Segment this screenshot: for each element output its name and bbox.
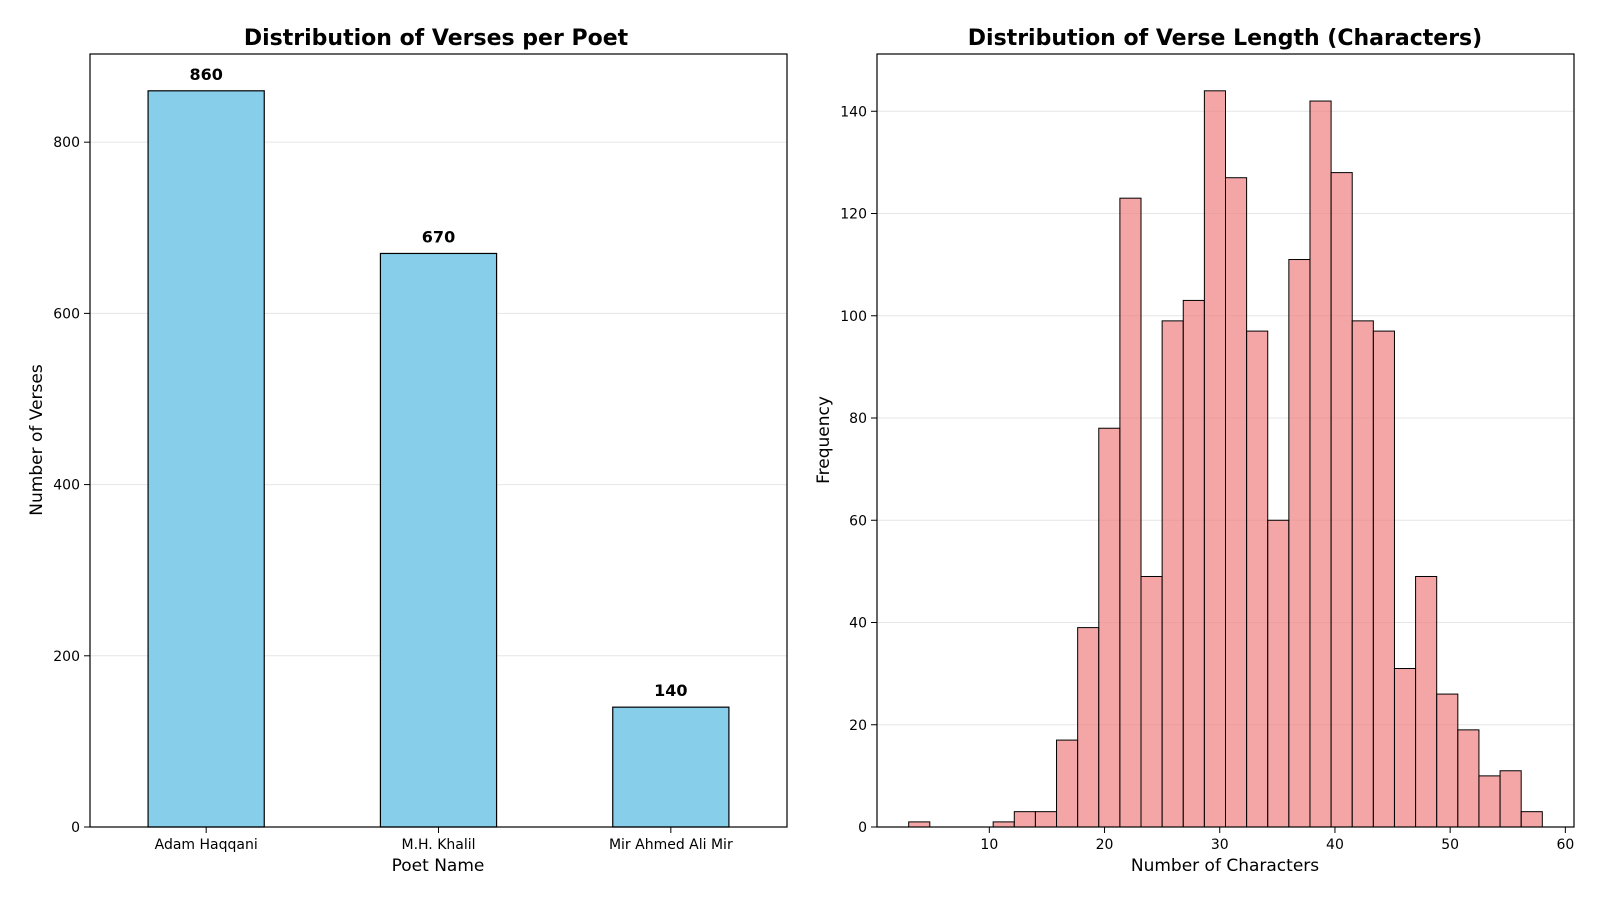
histogram-bin bbox=[1034, 811, 1058, 828]
histogram-bin bbox=[1182, 299, 1205, 828]
right-x-tick-label: 40 bbox=[1326, 837, 1344, 853]
right-x-axis-label: Number of Characters bbox=[1131, 856, 1319, 876]
right-chart-title: Distribution of Verse Length (Characters… bbox=[968, 26, 1482, 51]
poet-bar bbox=[147, 90, 265, 828]
histogram-bin bbox=[1140, 575, 1163, 828]
histogram-bin bbox=[1330, 172, 1353, 828]
histogram-bin bbox=[1056, 739, 1079, 828]
histogram-bin bbox=[1288, 259, 1311, 828]
left-bars: 860 670 140 bbox=[147, 65, 730, 828]
right-y-tick-label: 0 bbox=[858, 820, 867, 836]
right-y-axis-label: Frequency bbox=[814, 396, 834, 484]
histogram-bin bbox=[1351, 320, 1374, 828]
histogram-bin bbox=[1478, 775, 1501, 828]
right-x-tick-label: 60 bbox=[1556, 837, 1574, 853]
left-y-tick-label: 0 bbox=[71, 820, 80, 836]
histogram-bin bbox=[1098, 427, 1121, 828]
histogram-bin bbox=[1013, 811, 1036, 828]
poet-bar-value-label: 670 bbox=[422, 227, 455, 246]
right-x-tick-label: 30 bbox=[1211, 837, 1229, 853]
right-x-tick-label: 10 bbox=[980, 837, 998, 853]
histogram-bin bbox=[1393, 668, 1417, 828]
left-y-tick-label: 400 bbox=[53, 478, 80, 494]
right-y-tick-label: 40 bbox=[849, 616, 867, 632]
poet-bar-value-label: 140 bbox=[654, 681, 687, 700]
right-bars bbox=[908, 90, 1543, 828]
histogram-bin bbox=[1203, 90, 1226, 828]
left-chart-title: Distribution of Verses per Poet bbox=[244, 26, 629, 51]
left-y-tick-label: 200 bbox=[53, 649, 80, 665]
left-x-axis-label: Poet Name bbox=[392, 856, 485, 876]
right-y-tick-label: 100 bbox=[840, 309, 867, 325]
histogram-bin bbox=[1415, 575, 1438, 828]
right-x-tick-label: 20 bbox=[1096, 837, 1114, 853]
histogram-bin bbox=[992, 821, 1015, 828]
right-y-tick-label: 80 bbox=[849, 411, 867, 427]
left-ticks: 0 200 400 600 800 Adam Haqqani M.H. Khalil Mir … bbox=[53, 135, 733, 853]
right-x-tick-label: 50 bbox=[1441, 837, 1459, 853]
histogram-bin bbox=[1520, 811, 1543, 828]
left-x-tick-label: Adam Haqqani bbox=[155, 837, 258, 853]
left-y-tick-label: 800 bbox=[53, 135, 80, 151]
histogram-bin bbox=[1436, 693, 1459, 828]
histogram-bin bbox=[1077, 627, 1100, 828]
right-ticks: 0 20 40 60 80 100 120 140 10 20 30 40 50 60 bbox=[840, 104, 1574, 853]
histogram-bin bbox=[1224, 177, 1248, 828]
right-y-tick-label: 60 bbox=[849, 513, 867, 529]
histogram-bin bbox=[1457, 729, 1480, 828]
right-y-tick-label: 20 bbox=[849, 718, 867, 734]
left-x-tick-label: Mir Ahmed Ali Mir bbox=[609, 837, 733, 853]
left-x-tick-label: M.H. Khalil bbox=[401, 837, 475, 853]
histogram-bin bbox=[908, 821, 931, 828]
right-plot-frame bbox=[876, 53, 1575, 828]
histogram-bin bbox=[1119, 197, 1142, 828]
histogram-bin bbox=[1309, 100, 1332, 828]
right-y-tick-label: 140 bbox=[840, 104, 867, 120]
left-y-tick-label: 600 bbox=[53, 306, 80, 322]
histogram-bin bbox=[1161, 320, 1184, 828]
poet-bar-value-label: 860 bbox=[189, 65, 222, 84]
histogram-bin bbox=[1372, 330, 1395, 828]
left-plot-frame bbox=[89, 53, 788, 828]
histogram-bin bbox=[1246, 330, 1269, 828]
histogram-bin bbox=[1499, 770, 1522, 828]
left-y-axis-label: Number of Verses bbox=[27, 364, 47, 516]
histogram-bin bbox=[1267, 519, 1290, 828]
verses-per-poet-chart: Distribution of Verses per Poet 860 670 14… bbox=[27, 26, 788, 876]
poet-bar bbox=[612, 706, 730, 828]
poet-bar bbox=[379, 252, 498, 828]
right-y-tick-label: 120 bbox=[840, 207, 867, 223]
verse-length-histogram: Distribution of Verse Length (Characters… bbox=[814, 26, 1575, 876]
